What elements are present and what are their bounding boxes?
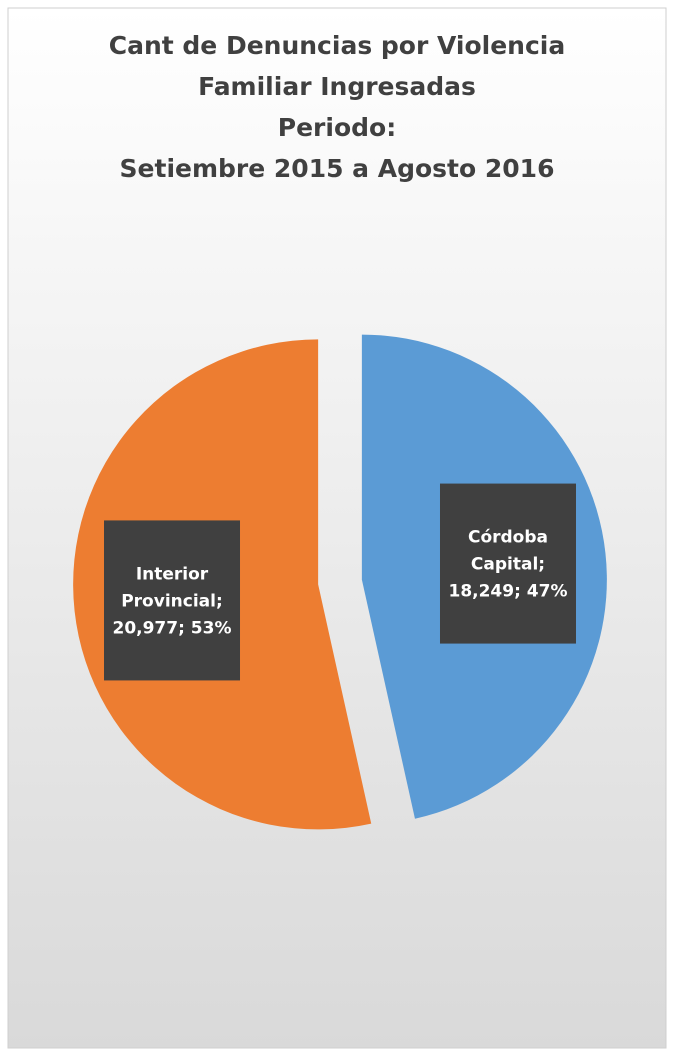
chart-title: Familiar Ingresadas	[198, 72, 476, 101]
chart-title: Cant de Denuncias por Violencia	[109, 31, 566, 60]
chart-title: Periodo:	[278, 113, 396, 142]
data-label-box	[104, 520, 241, 681]
chart-title: Setiembre 2015 a Agosto 2016	[120, 154, 555, 183]
data-label: Córdoba Capital; 18,249; 47%	[448, 528, 567, 602]
data-label: Interior Provincial; 20,977; 53%	[112, 564, 231, 638]
data-label-box	[439, 483, 576, 644]
